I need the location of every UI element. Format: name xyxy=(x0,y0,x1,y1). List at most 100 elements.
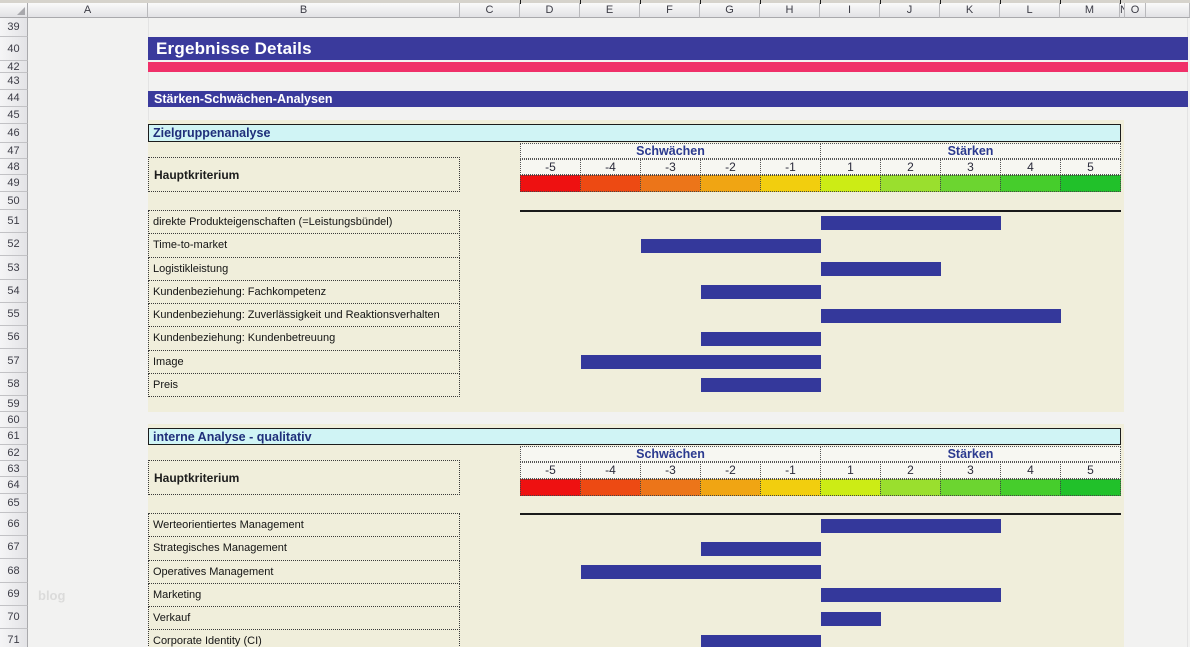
scale-tick-label: -3 xyxy=(640,159,701,175)
column-header-L[interactable]: L xyxy=(1000,3,1060,18)
criterion-label[interactable]: Strategisches Management xyxy=(148,536,460,561)
row-header-57[interactable]: 57 xyxy=(0,349,28,373)
row-header-62[interactable]: 62 xyxy=(0,445,28,461)
column-header-E[interactable]: E xyxy=(580,3,640,18)
scale-tick-label: 1 xyxy=(820,159,881,175)
row-header-58[interactable]: 58 xyxy=(0,373,28,396)
row-header-42[interactable]: 42 xyxy=(0,61,28,73)
scale-tick-label: 3 xyxy=(940,159,1001,175)
criterion-label[interactable]: Operatives Management xyxy=(148,559,460,584)
column-header-O[interactable]: O xyxy=(1125,3,1146,18)
scale-color-swatch xyxy=(700,175,761,192)
row-header-56[interactable]: 56 xyxy=(0,326,28,349)
axis-tick xyxy=(1000,0,1001,4)
axis-group-positive: Stärken xyxy=(820,446,1121,462)
scale-color-swatch xyxy=(1060,175,1121,192)
row-header-label: Hauptkriterium xyxy=(148,157,460,192)
row-header-64[interactable]: 64 xyxy=(0,477,28,494)
column-header-B[interactable]: B xyxy=(148,3,460,18)
scale-color-swatch xyxy=(760,175,821,192)
value-bar xyxy=(701,541,821,556)
criterion-label[interactable]: Kundenbeziehung: Fachkompetenz xyxy=(148,279,460,304)
row-header-63[interactable]: 63 xyxy=(0,461,28,477)
column-header-H[interactable]: H xyxy=(760,3,820,18)
criterion-label[interactable]: Time-to-market xyxy=(148,233,460,258)
criterion-label[interactable]: Logistikleistung xyxy=(148,256,460,281)
row-header-55[interactable]: 55 xyxy=(0,303,28,326)
column-header-J[interactable]: J xyxy=(880,3,940,18)
criterion-label[interactable]: direkte Produkteigenschaften (=Leistungs… xyxy=(148,210,460,235)
row-header-46[interactable]: 46 xyxy=(0,124,28,143)
row-header-50[interactable]: 50 xyxy=(0,192,28,210)
scale-color-swatch xyxy=(580,479,641,496)
value-bar xyxy=(581,565,821,579)
scale-color-swatch xyxy=(640,479,701,496)
row-header-47[interactable]: 47 xyxy=(0,143,28,159)
report-section-banner: Stärken-Schwächen-Analysen xyxy=(148,91,1188,107)
row-header-40[interactable]: 40 xyxy=(0,37,28,61)
criterion-label[interactable]: Image xyxy=(148,349,460,374)
scale-tick-label: 2 xyxy=(880,462,941,479)
row-header-43[interactable]: 43 xyxy=(0,73,28,90)
value-bar xyxy=(821,611,881,626)
row-header-39[interactable]: 39 xyxy=(0,18,28,37)
scale-color-swatch xyxy=(880,479,941,496)
criterion-label[interactable]: Corporate Identity (CI) xyxy=(148,629,460,647)
row-header-71[interactable]: 71 xyxy=(0,629,28,647)
axis-tick xyxy=(580,0,581,4)
scale-color-swatch xyxy=(1060,479,1121,496)
column-header-A[interactable]: A xyxy=(28,3,148,18)
row-header-68[interactable]: 68 xyxy=(0,559,28,583)
row-header-54[interactable]: 54 xyxy=(0,280,28,303)
row-header-59[interactable]: 59 xyxy=(0,396,28,412)
value-bar xyxy=(581,355,821,369)
criterion-label[interactable]: Marketing xyxy=(148,582,460,607)
axis-tick xyxy=(1060,0,1061,4)
column-header-K[interactable]: K xyxy=(940,3,1000,18)
row-header-53[interactable]: 53 xyxy=(0,256,28,280)
column-header-G[interactable]: G xyxy=(700,3,760,18)
column-header-D[interactable]: D xyxy=(520,3,580,18)
axis-tick xyxy=(700,0,701,4)
row-header-48[interactable]: 48 xyxy=(0,159,28,175)
column-header-I[interactable]: I xyxy=(820,3,880,18)
criterion-label[interactable]: Werteorientiertes Management xyxy=(148,513,460,538)
axis-tick xyxy=(820,0,821,4)
row-header-67[interactable]: 67 xyxy=(0,536,28,559)
select-all-button[interactable] xyxy=(0,3,28,18)
column-header-N[interactable]: N xyxy=(1120,3,1125,18)
section-title: Zielgruppenanalyse xyxy=(148,124,1121,142)
criterion-label[interactable]: Verkauf xyxy=(148,606,460,631)
row-header-61[interactable]: 61 xyxy=(0,428,28,445)
criterion-label[interactable]: Kundenbeziehung: Kundenbetreuung xyxy=(148,326,460,351)
scale-tick-label: 4 xyxy=(1000,462,1061,479)
axis-tick xyxy=(1120,0,1121,4)
bar-chart xyxy=(520,513,1121,647)
axis-group-positive: Stärken xyxy=(820,143,1121,159)
row-header-52[interactable]: 52 xyxy=(0,233,28,256)
row-header-66[interactable]: 66 xyxy=(0,513,28,536)
value-bar xyxy=(701,285,821,300)
row-header-45[interactable]: 45 xyxy=(0,107,28,124)
value-bar xyxy=(701,378,821,393)
scale-tick-label: -4 xyxy=(580,462,641,479)
row-header-44[interactable]: 44 xyxy=(0,90,28,107)
scale-color-swatch xyxy=(940,479,1001,496)
column-header-M[interactable]: M xyxy=(1060,3,1120,18)
criterion-label[interactable]: Preis xyxy=(148,372,460,397)
scale-tick-label: -1 xyxy=(760,462,821,479)
row-header-49[interactable]: 49 xyxy=(0,175,28,192)
column-header-F[interactable]: F xyxy=(640,3,700,18)
select-all-triangle-icon xyxy=(17,7,25,15)
row-header-60[interactable]: 60 xyxy=(0,412,28,428)
section-title: interne Analyse - qualitativ xyxy=(148,428,1121,445)
scale-color-swatch xyxy=(760,479,821,496)
row-header-69[interactable]: 69 xyxy=(0,583,28,606)
column-header-blank[interactable] xyxy=(1146,3,1190,18)
criterion-label[interactable]: Kundenbeziehung: Zuverlässigkeit und Rea… xyxy=(148,303,460,328)
row-header-51[interactable]: 51 xyxy=(0,210,28,233)
scale-tick-label: -5 xyxy=(520,462,581,479)
column-header-C[interactable]: C xyxy=(460,3,520,18)
row-header-70[interactable]: 70 xyxy=(0,606,28,629)
row-header-65[interactable]: 65 xyxy=(0,494,28,513)
